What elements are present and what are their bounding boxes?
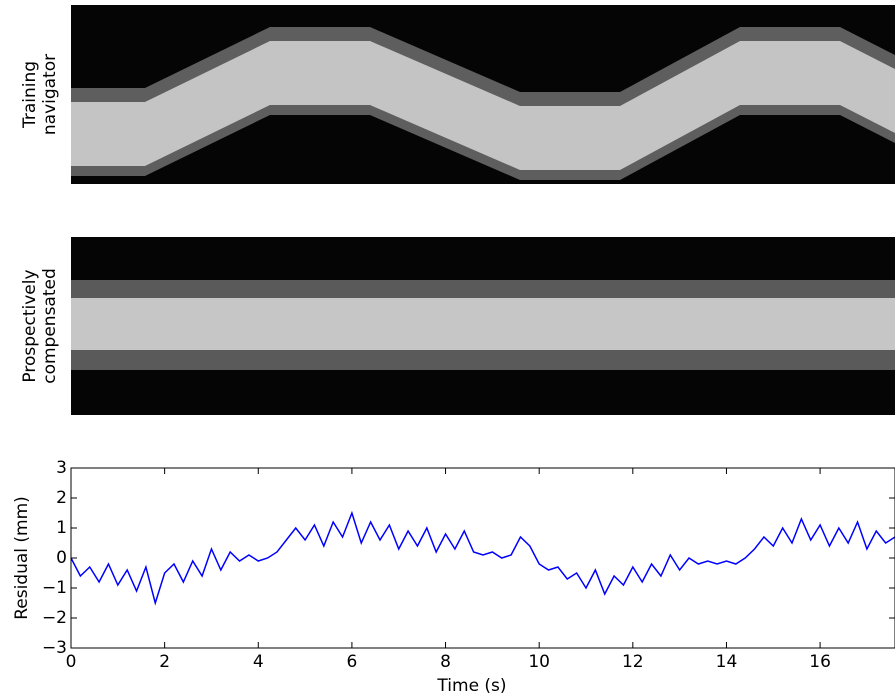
x-tick-label: 16 xyxy=(809,652,831,672)
y-tick-label: 1 xyxy=(56,518,67,538)
x-tick-label: 8 xyxy=(440,652,451,672)
y-axis-label: compensated xyxy=(40,268,60,384)
x-tick-label: 10 xyxy=(528,652,550,672)
y-tick-label: 0 xyxy=(56,548,67,568)
navigator-image xyxy=(71,5,895,184)
x-tick-label: 0 xyxy=(66,652,77,672)
axes-frame xyxy=(70,467,895,649)
x-tick-label: 4 xyxy=(253,652,264,672)
x-tick-label: 14 xyxy=(716,652,738,672)
y-axis-label: Residual (mm) xyxy=(12,496,32,620)
y-axis-label: Training xyxy=(20,61,40,129)
x-tick-label: 2 xyxy=(159,652,170,672)
residual-line xyxy=(70,510,895,606)
x-tick-label: 6 xyxy=(346,652,357,672)
y-axis-label: navigator xyxy=(40,54,60,135)
x-tick-label: 12 xyxy=(622,652,644,672)
y-axis-label: Prospectively xyxy=(20,269,40,382)
x-axis-label: Time (s) xyxy=(436,676,506,696)
y-tick-label: −2 xyxy=(42,608,67,628)
y-tick-label: 2 xyxy=(56,488,67,508)
y-tick-label: 3 xyxy=(56,458,67,478)
y-tick-label: −3 xyxy=(42,638,67,658)
compensated-image xyxy=(71,237,895,415)
y-tick-label: −1 xyxy=(42,578,67,598)
